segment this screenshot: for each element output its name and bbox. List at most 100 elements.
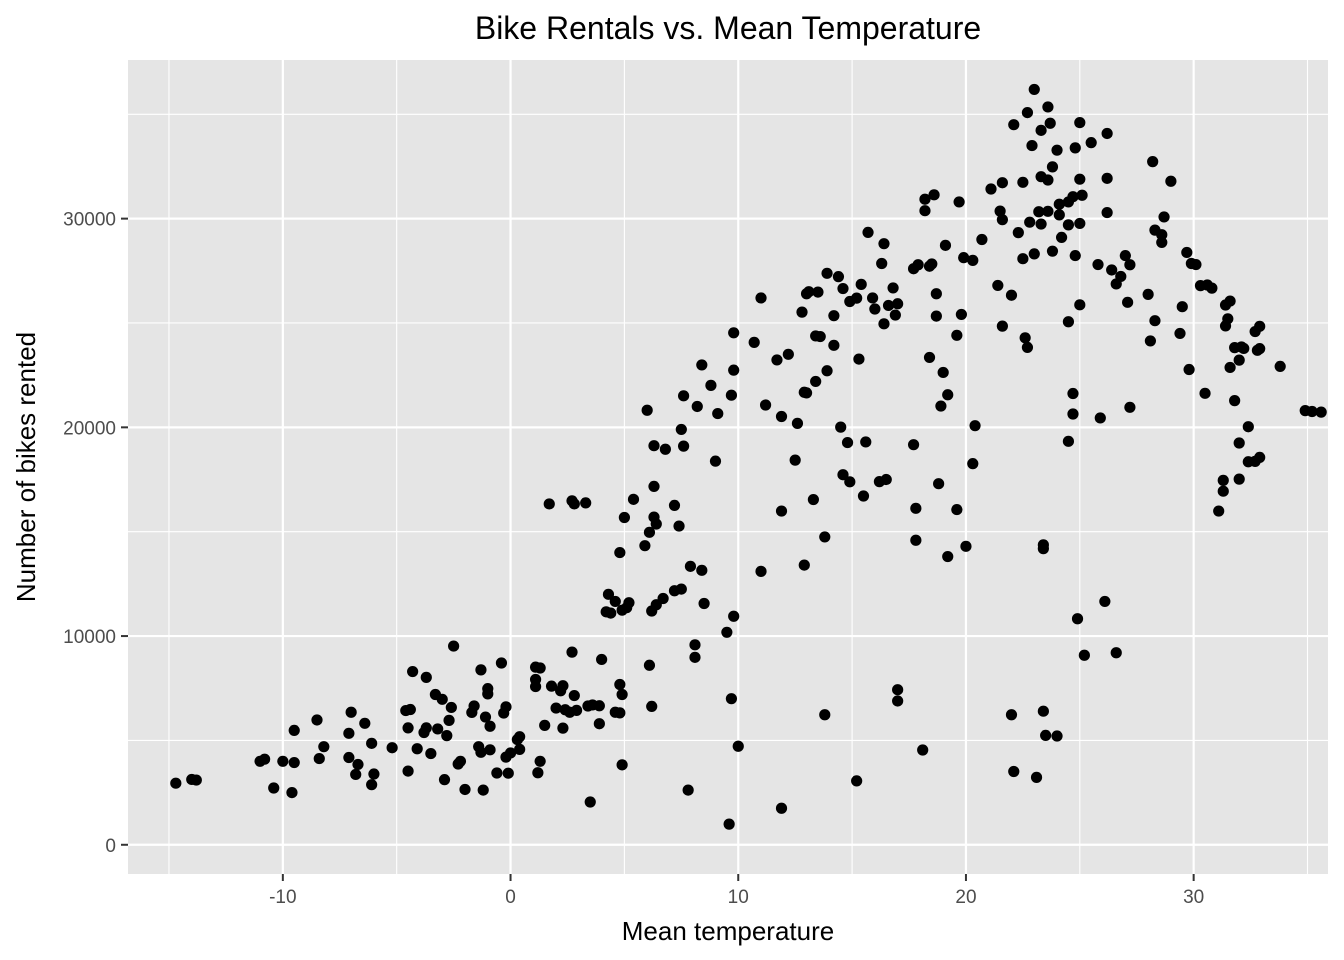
- data-point: [1040, 729, 1052, 742]
- data-point: [937, 366, 949, 379]
- data-point: [912, 259, 924, 271]
- data-point: [1092, 258, 1104, 271]
- data-point: [1026, 139, 1038, 152]
- data-point: [648, 440, 660, 452]
- data-point: [570, 704, 583, 716]
- data-point: [1028, 248, 1040, 260]
- data-point: [798, 559, 810, 571]
- data-point: [366, 737, 378, 749]
- data-point: [1176, 301, 1188, 313]
- data-point: [953, 196, 965, 208]
- data-point: [837, 282, 849, 295]
- data-point: [1254, 343, 1266, 355]
- data-point: [835, 421, 847, 433]
- data-point: [1033, 206, 1045, 218]
- data-point: [721, 626, 733, 638]
- data-point: [1274, 360, 1286, 372]
- data-point: [1028, 83, 1040, 96]
- data-point: [568, 498, 580, 510]
- data-point: [411, 743, 423, 755]
- data-point: [1183, 363, 1195, 376]
- data-point: [771, 354, 783, 366]
- data-point: [935, 400, 947, 412]
- data-point: [828, 339, 840, 351]
- data-point: [910, 502, 922, 514]
- data-point: [892, 298, 904, 310]
- data-point: [1147, 156, 1159, 168]
- data-point: [869, 303, 881, 315]
- data-point: [404, 703, 416, 716]
- data-point: [775, 802, 788, 814]
- data-point: [543, 498, 555, 510]
- data-point: [1085, 137, 1097, 149]
- data-point: [1238, 342, 1250, 355]
- x-axis-ticks: -10 0 10 20 30: [269, 874, 1204, 908]
- data-point: [1124, 401, 1136, 413]
- data-point: [673, 520, 685, 532]
- data-point: [500, 701, 512, 713]
- data-point: [725, 693, 738, 705]
- data-point: [1233, 354, 1245, 366]
- data-point: [190, 774, 202, 786]
- data-point: [1076, 189, 1088, 201]
- data-point: [1149, 315, 1161, 327]
- data-point: [614, 546, 626, 559]
- data-point: [596, 653, 608, 666]
- data-point: [1122, 296, 1134, 308]
- data-point: [705, 379, 717, 391]
- data-point: [1101, 127, 1113, 140]
- data-point: [602, 588, 615, 600]
- data-point: [1074, 217, 1086, 230]
- data-point: [866, 292, 879, 304]
- data-point: [1101, 206, 1113, 219]
- data-point: [1035, 124, 1047, 136]
- data-point: [969, 420, 981, 432]
- data-point: [318, 741, 330, 753]
- y-tick-label: 30000: [63, 210, 116, 231]
- data-point: [675, 583, 687, 595]
- data-point: [878, 318, 890, 330]
- data-point: [1306, 405, 1318, 418]
- data-point: [1046, 161, 1059, 173]
- data-point: [402, 722, 414, 734]
- data-point: [1067, 408, 1079, 420]
- data-point: [1074, 173, 1086, 185]
- data-point: [1119, 249, 1131, 262]
- data-point: [1042, 205, 1054, 217]
- data-point: [1158, 211, 1170, 223]
- data-point: [1037, 539, 1049, 551]
- data-point: [1233, 437, 1245, 449]
- data-point: [1165, 175, 1177, 187]
- data-point: [532, 767, 544, 779]
- data-point: [482, 688, 494, 700]
- data-point: [584, 796, 596, 808]
- data-point: [851, 292, 863, 304]
- data-point: [441, 730, 453, 742]
- data-point: [992, 279, 1004, 292]
- data-point: [910, 534, 922, 546]
- data-point: [942, 550, 954, 563]
- data-point: [933, 478, 945, 490]
- data-point: [876, 257, 888, 270]
- x-tick-label: -10: [269, 887, 296, 908]
- data-point: [286, 787, 298, 799]
- data-point: [454, 755, 467, 767]
- data-point: [477, 784, 489, 796]
- data-point: [557, 722, 569, 734]
- data-point: [725, 389, 738, 401]
- data-point: [479, 711, 492, 723]
- data-point: [698, 597, 710, 610]
- data-point: [288, 724, 300, 737]
- data-point: [1110, 647, 1122, 659]
- data-point: [1012, 227, 1024, 239]
- data-point: [748, 336, 760, 348]
- data-point: [605, 607, 617, 619]
- data-point: [878, 238, 890, 250]
- data-point: [1067, 387, 1079, 400]
- data-point: [504, 747, 517, 759]
- data-point: [402, 765, 414, 777]
- data-point: [484, 744, 496, 756]
- data-point: [445, 701, 457, 714]
- data-point: [313, 752, 325, 765]
